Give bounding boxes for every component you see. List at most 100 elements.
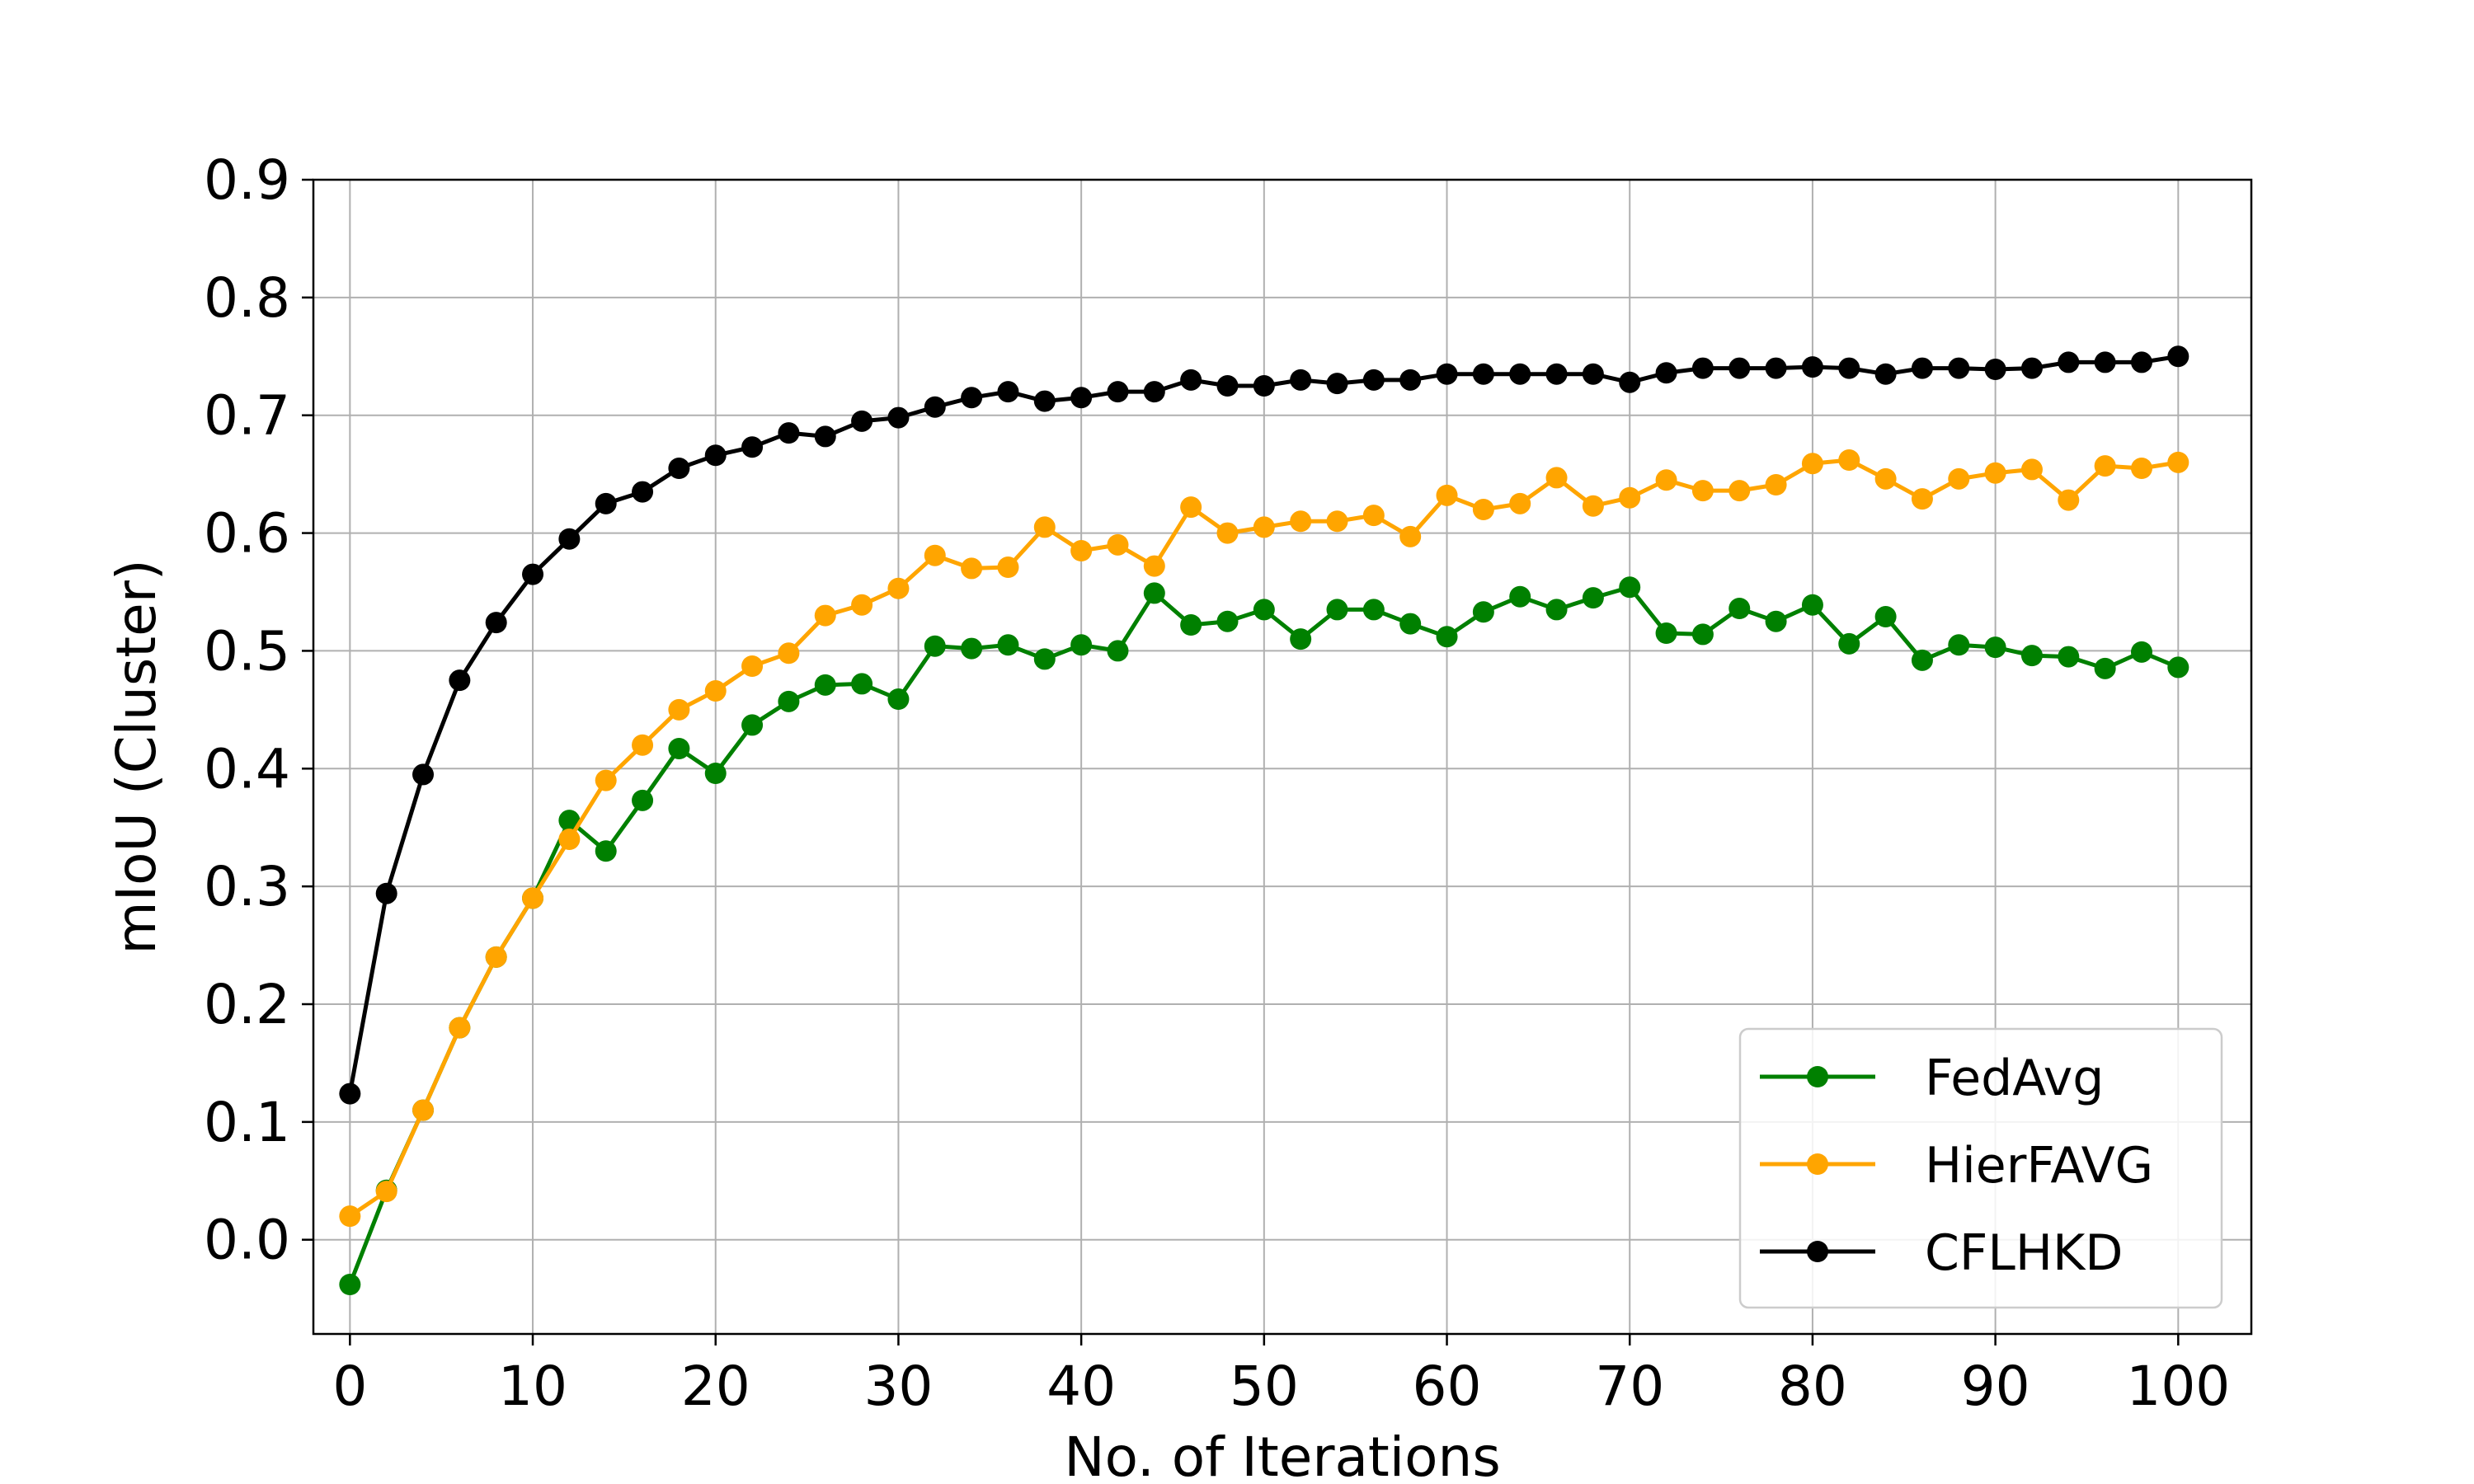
data-point xyxy=(2130,458,2152,479)
data-point xyxy=(1253,375,1275,397)
data-point xyxy=(2167,656,2189,679)
data-point xyxy=(1180,369,1202,391)
data-point xyxy=(1216,375,1239,397)
data-point xyxy=(1545,363,1568,385)
data-point xyxy=(1619,576,1641,599)
data-point xyxy=(1691,623,1714,646)
data-point xyxy=(1911,649,1933,671)
y-tick-label: 0.4 xyxy=(204,737,290,801)
y-axis: 0.0 0.1 0.2 0.3 0.4 0.5 0.6 0.7 0.8 0.9 xyxy=(204,148,313,1272)
data-point xyxy=(1582,363,1604,385)
data-point xyxy=(449,1017,471,1039)
data-point xyxy=(778,690,800,712)
legend-label: FedAvg xyxy=(1925,1050,2104,1107)
data-point xyxy=(1948,634,1970,656)
data-point xyxy=(1619,371,1641,393)
data-point xyxy=(1729,480,1751,502)
legend-label: CFLHKD xyxy=(1925,1224,2124,1282)
data-point xyxy=(558,528,581,550)
data-point xyxy=(924,396,946,418)
legend: FedAvg HierFAVG CFLHKD xyxy=(1738,1027,2223,1309)
data-point xyxy=(1691,480,1714,502)
data-point xyxy=(1729,598,1751,619)
y-tick-label: 0.7 xyxy=(204,384,290,448)
data-point xyxy=(1948,357,1970,379)
data-point xyxy=(1911,488,1933,510)
data-point xyxy=(961,387,983,409)
data-point xyxy=(997,634,1019,656)
data-point xyxy=(1362,599,1385,621)
x-tick-label: 80 xyxy=(1778,1355,1847,1418)
data-point xyxy=(1107,640,1129,662)
data-point xyxy=(814,604,836,627)
data-point xyxy=(704,763,727,784)
data-point xyxy=(961,557,983,580)
data-point xyxy=(741,655,764,677)
data-point xyxy=(522,563,544,585)
data-point xyxy=(1143,555,1165,577)
data-point xyxy=(1984,462,2006,484)
data-point xyxy=(2167,451,2189,473)
x-tick-label: 10 xyxy=(498,1355,567,1418)
series-cflhkd xyxy=(339,345,2189,1105)
data-point xyxy=(1984,636,2006,659)
data-point xyxy=(1655,622,1677,644)
data-point xyxy=(558,810,581,832)
data-point xyxy=(1033,516,1056,538)
data-point xyxy=(1033,390,1056,412)
data-point xyxy=(741,436,764,458)
data-point xyxy=(2130,351,2152,373)
data-point xyxy=(632,734,654,756)
data-point xyxy=(1070,634,1093,656)
data-point xyxy=(412,763,435,786)
data-point xyxy=(1290,510,1312,533)
data-point xyxy=(1180,496,1202,519)
data-point xyxy=(887,688,910,710)
data-point xyxy=(1874,467,1897,490)
data-point xyxy=(1472,499,1494,520)
x-tick-label: 70 xyxy=(1595,1355,1664,1418)
legend-item-hierfavg: HierFAVG xyxy=(1760,1137,2153,1195)
data-point xyxy=(1765,610,1787,632)
data-point xyxy=(2094,657,2116,679)
data-point xyxy=(632,789,654,811)
data-point xyxy=(704,444,727,467)
data-point xyxy=(668,458,690,479)
data-point xyxy=(851,673,873,695)
y-tick-label: 0.3 xyxy=(204,855,290,918)
y-tick-label: 0.2 xyxy=(204,973,290,1036)
data-point xyxy=(1472,363,1494,385)
data-point xyxy=(1107,533,1129,556)
data-point xyxy=(1326,510,1348,533)
data-point xyxy=(668,698,690,721)
y-tick-label: 0.1 xyxy=(204,1091,290,1154)
data-point xyxy=(778,642,800,665)
x-axis-label: No. of Iterations xyxy=(1064,1425,1500,1484)
data-point xyxy=(1765,474,1787,495)
data-point xyxy=(1729,357,1751,379)
series-layer xyxy=(339,345,2189,1295)
data-point xyxy=(2094,351,2116,373)
data-point xyxy=(1655,469,1677,491)
data-point xyxy=(595,492,617,514)
data-point xyxy=(339,1274,361,1295)
data-point xyxy=(1619,486,1641,509)
y-tick-label: 0.8 xyxy=(204,266,290,330)
data-point xyxy=(339,1205,361,1228)
series-fedavg xyxy=(339,576,2189,1295)
data-point xyxy=(1911,357,1933,379)
data-point xyxy=(1582,587,1604,609)
y-axis-label: mIoU (Cluster) xyxy=(105,559,168,954)
data-point xyxy=(997,381,1019,403)
data-point xyxy=(1801,356,1823,378)
data-point xyxy=(339,1082,361,1105)
x-tick-label: 90 xyxy=(1961,1355,2030,1418)
data-point xyxy=(1874,606,1897,627)
data-point xyxy=(1436,363,1458,385)
x-tick-label: 20 xyxy=(681,1355,750,1418)
y-tick-label: 0.0 xyxy=(204,1209,290,1272)
data-point xyxy=(2058,351,2080,373)
legend-item-fedavg: FedAvg xyxy=(1760,1050,2104,1107)
data-point xyxy=(851,594,873,616)
legend-marker xyxy=(1807,1153,1828,1175)
